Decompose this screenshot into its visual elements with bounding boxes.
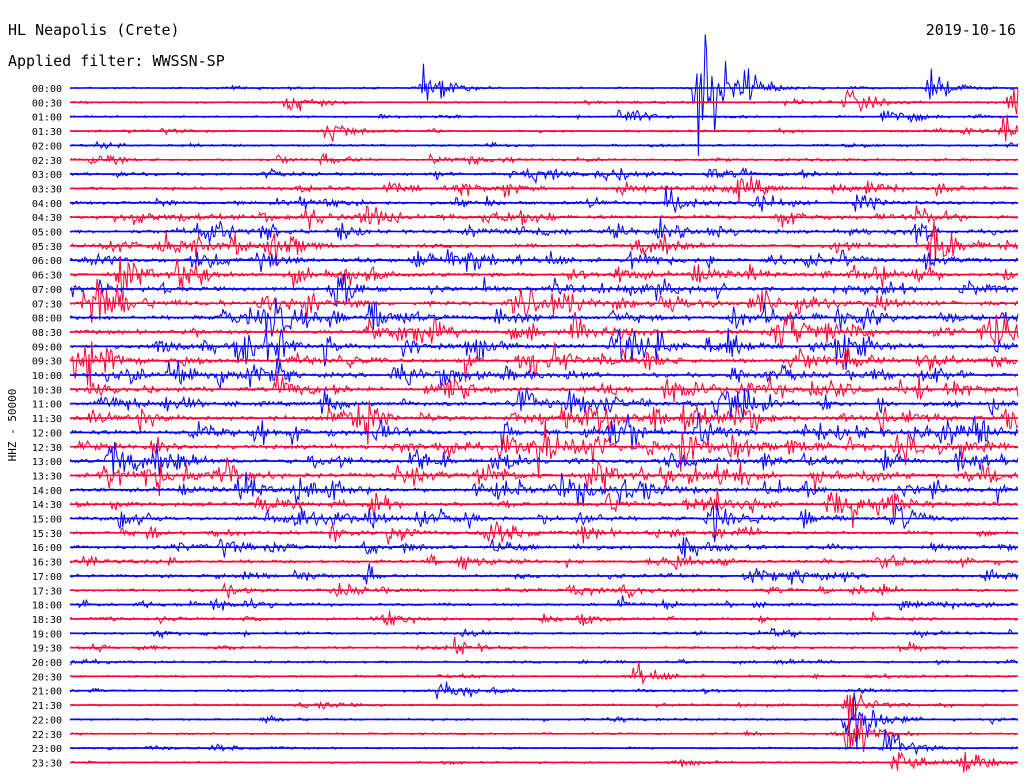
row-time-label: 17:00 <box>32 572 62 583</box>
row-time-label: 01:30 <box>32 127 62 138</box>
channel-label: HHZ - 50000 <box>6 389 19 462</box>
row-time-label: 21:00 <box>32 687 62 698</box>
trace-row-2130 <box>69 694 1019 721</box>
row-time-label: 03:30 <box>32 184 62 195</box>
row-time-label: 20:30 <box>32 672 62 683</box>
trace-row-0930 <box>69 341 1019 388</box>
station-title: HL Neapolis (Crete) <box>8 21 180 39</box>
trace-row-0300 <box>69 166 1019 185</box>
trace-layer <box>69 34 1019 773</box>
row-time-label: 22:00 <box>32 715 62 726</box>
row-time-label: 10:00 <box>32 371 62 382</box>
time-labels: 00:00 00:30 01:00 01:30 02:00 02:30 03:00 03:30… <box>32 84 62 769</box>
trace-row-0500 <box>69 216 1019 244</box>
row-time-label: 23:30 <box>32 758 62 769</box>
row-time-label: 18:30 <box>32 615 62 626</box>
row-time-label: 16:00 <box>32 543 62 554</box>
filter-label: Applied filter: WWSSN-SP <box>8 52 225 70</box>
row-time-label: 07:30 <box>32 299 62 310</box>
row-time-label: 19:00 <box>32 629 62 640</box>
trace-row-0400 <box>69 185 1019 213</box>
row-time-label: 09:00 <box>32 342 62 353</box>
row-time-label: 18:00 <box>32 601 62 612</box>
row-time-label: 05:00 <box>32 228 62 239</box>
row-time-label: 19:30 <box>32 644 62 655</box>
row-time-label: 01:00 <box>32 113 62 124</box>
row-time-label: 21:30 <box>32 701 62 712</box>
row-time-label: 07:00 <box>32 285 62 296</box>
row-time-label: 08:30 <box>32 328 62 339</box>
row-time-label: 04:00 <box>32 199 62 210</box>
row-time-label: 22:30 <box>32 730 62 741</box>
row-time-label: 14:30 <box>32 500 62 511</box>
row-time-label: 11:30 <box>32 414 62 425</box>
row-time-label: 12:30 <box>32 443 62 454</box>
trace-row-1630 <box>69 553 1019 571</box>
row-time-label: 04:30 <box>32 213 62 224</box>
row-time-label: 17:30 <box>32 586 62 597</box>
trace-row-1800 <box>69 595 1018 611</box>
row-time-label: 12:00 <box>32 428 62 439</box>
row-time-label: 11:00 <box>32 400 62 411</box>
row-time-label: 03:00 <box>32 170 62 181</box>
row-time-label: 15:00 <box>32 515 62 526</box>
date-label: 2019-10-16 <box>926 21 1016 39</box>
trace-row-0030 <box>69 88 1019 115</box>
trace-row-1330 <box>69 457 1019 497</box>
trace-row-0730 <box>69 278 1019 323</box>
row-time-label: 08:00 <box>32 314 62 325</box>
row-time-label: 00:00 <box>32 84 62 95</box>
row-time-label: 14:00 <box>32 486 62 497</box>
row-time-label: 13:00 <box>32 457 62 468</box>
row-time-label: 02:30 <box>32 156 62 167</box>
row-time-label: 20:00 <box>32 658 62 669</box>
trace-row-0130 <box>69 114 1019 142</box>
row-time-label: 23:00 <box>32 744 62 755</box>
row-time-label: 09:30 <box>32 357 62 368</box>
row-time-label: 05:30 <box>32 242 62 253</box>
trace-row-1930 <box>69 636 1019 655</box>
row-time-label: 10:30 <box>32 385 62 396</box>
trace-row-2030 <box>69 661 1019 685</box>
row-time-label: 16:30 <box>32 558 62 569</box>
row-time-label: 06:30 <box>32 271 62 282</box>
row-time-label: 13:30 <box>32 471 62 482</box>
row-time-label: 15:30 <box>32 529 62 540</box>
row-time-label: 00:30 <box>32 98 62 109</box>
trace-row-1500 <box>69 502 1019 543</box>
row-time-label: 06:00 <box>32 256 62 267</box>
trace-row-1700 <box>69 563 1019 585</box>
row-time-label: 02:00 <box>32 141 62 152</box>
